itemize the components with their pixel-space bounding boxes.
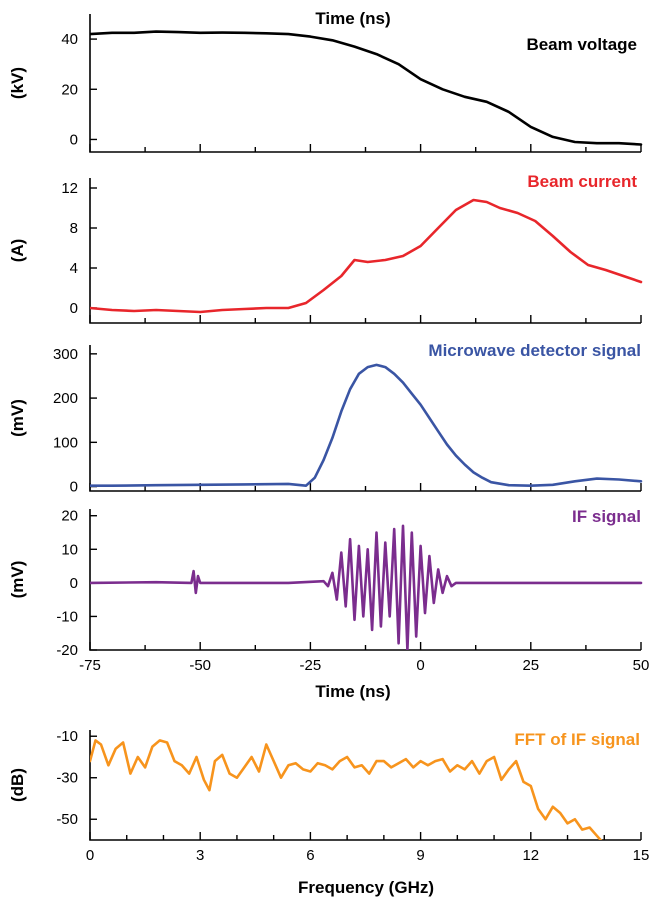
- y-tick-label: 10: [61, 541, 78, 558]
- x-tick-label: 15: [633, 847, 650, 864]
- panel-1: 0 20 40 (kV) Time (ns) Beam voltage: [8, 9, 643, 153]
- x-tick-label: 9: [416, 847, 424, 864]
- series-label: Microwave detector signal: [428, 341, 641, 360]
- panel-4: -20 -10 0 10 20 -75 -50 -25 0 25 50 (mV) Time (ns) IF…: [8, 507, 649, 701]
- x-tick-label: 50: [633, 657, 650, 674]
- y-axis-title: (mV): [8, 561, 27, 599]
- y-tick-label: 200: [53, 390, 78, 407]
- y-tick-label: -10: [56, 728, 78, 745]
- y-tick-label: 300: [53, 346, 78, 363]
- y-tick-label: 12: [61, 180, 78, 197]
- x-tick-label: -75: [79, 657, 101, 674]
- series-line: [90, 524, 643, 650]
- series-line: [90, 363, 643, 488]
- x-tick-label: -50: [189, 657, 211, 674]
- x-tick-label: 0: [86, 847, 94, 864]
- y-tick-label: 20: [61, 81, 78, 98]
- y-tick-label: -30: [56, 770, 78, 787]
- panel-5: -50 -30 -10 0 3 6 9 12 15 (dB) Frequency (GHz) FFT …: [8, 728, 649, 897]
- x-tick-label: 6: [306, 847, 314, 864]
- x-tick-label: 25: [522, 657, 539, 674]
- series-label: Beam voltage: [526, 35, 637, 54]
- y-tick-label: 0: [70, 479, 78, 496]
- x-tick-label: -25: [300, 657, 322, 674]
- y-tick-label: 100: [53, 434, 78, 451]
- panel-2: 0 4 8 12 (A) Beam current: [8, 172, 643, 324]
- y-axis-title: (dB): [8, 768, 27, 802]
- y-axis-title: (A): [8, 239, 27, 263]
- series-label: Beam current: [527, 172, 637, 191]
- y-tick-label: -10: [56, 608, 78, 625]
- axis-frame: [89, 178, 641, 324]
- series-label: FFT of IF signal: [514, 730, 640, 749]
- y-tick-label: 0: [70, 131, 78, 148]
- y-axis-title: (mV): [8, 399, 27, 437]
- panel-3: 0 100 200 300 (mV) Microwave detector signal: [8, 341, 643, 496]
- x-tick-label: 3: [196, 847, 204, 864]
- x-axis-title: Frequency (GHz): [298, 878, 434, 897]
- y-tick-label: 20: [61, 508, 78, 525]
- y-tick-label: 4: [70, 260, 78, 277]
- series-label: IF signal: [572, 507, 641, 526]
- axis-frame: [89, 345, 641, 492]
- y-tick-label: 40: [61, 31, 78, 48]
- y-tick-label: -20: [56, 642, 78, 659]
- series-line: [90, 198, 643, 314]
- x-tick-label: 0: [416, 657, 424, 674]
- y-tick-label: 0: [70, 300, 78, 317]
- series-line: [90, 739, 603, 840]
- y-tick-label: 0: [70, 575, 78, 592]
- y-axis-title: (kV): [8, 67, 27, 99]
- x-axis-title: Time (ns): [315, 9, 390, 28]
- series-line: [90, 30, 643, 146]
- x-axis-title: Time (ns): [315, 682, 390, 701]
- y-tick-label: -50: [56, 811, 78, 828]
- x-tick-label: 12: [522, 847, 539, 864]
- y-tick-label: 8: [70, 220, 78, 237]
